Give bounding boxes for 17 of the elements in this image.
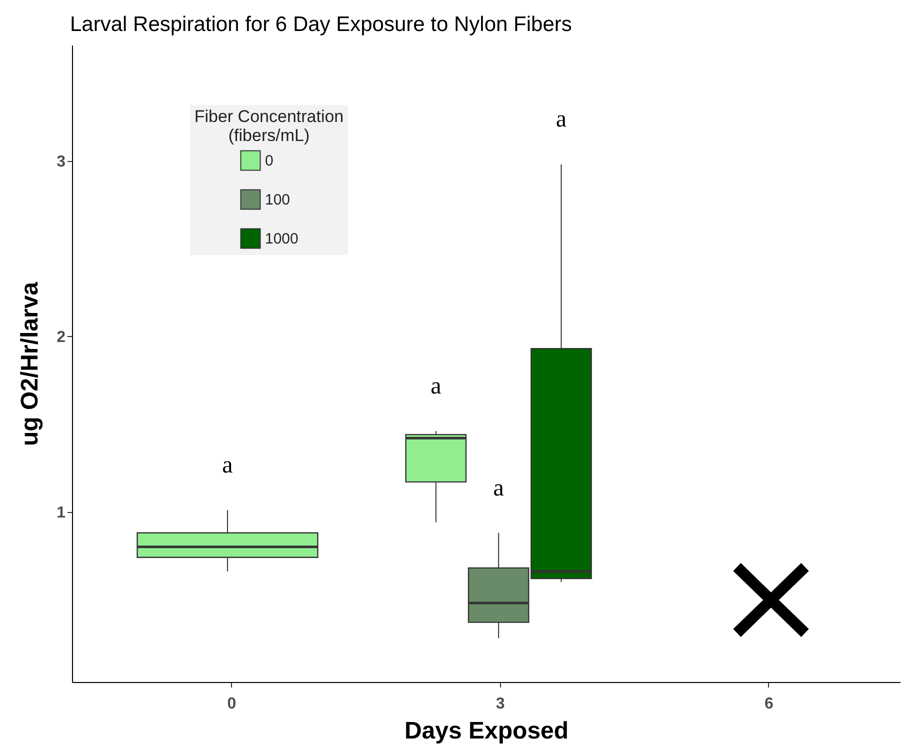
legend-label: 0 xyxy=(265,152,274,170)
x-tick-label: 3 xyxy=(496,696,505,712)
chart-title: Larval Respiration for 6 Day Exposure to Nylon Fibers xyxy=(70,13,572,36)
x-axis-title: Days Exposed xyxy=(404,718,569,744)
legend-label: 1000 xyxy=(265,230,298,248)
y-tick-label: 2 xyxy=(56,328,66,346)
annotation: a xyxy=(430,373,442,400)
legend-title: Fiber Concentration (fibers/mL) xyxy=(194,107,344,145)
x-tick-label: 0 xyxy=(227,696,236,712)
annotation: a xyxy=(556,106,567,133)
y-tick-label: 3 xyxy=(56,153,66,170)
y-axis-title: ug O2/Hr/larva xyxy=(16,281,44,446)
y-tick-label: 1 xyxy=(56,504,66,522)
annotation: a xyxy=(493,475,504,502)
x-tick-label: 6 xyxy=(764,696,774,712)
legend-label: 100 xyxy=(265,192,290,208)
annotation: a xyxy=(222,452,234,478)
